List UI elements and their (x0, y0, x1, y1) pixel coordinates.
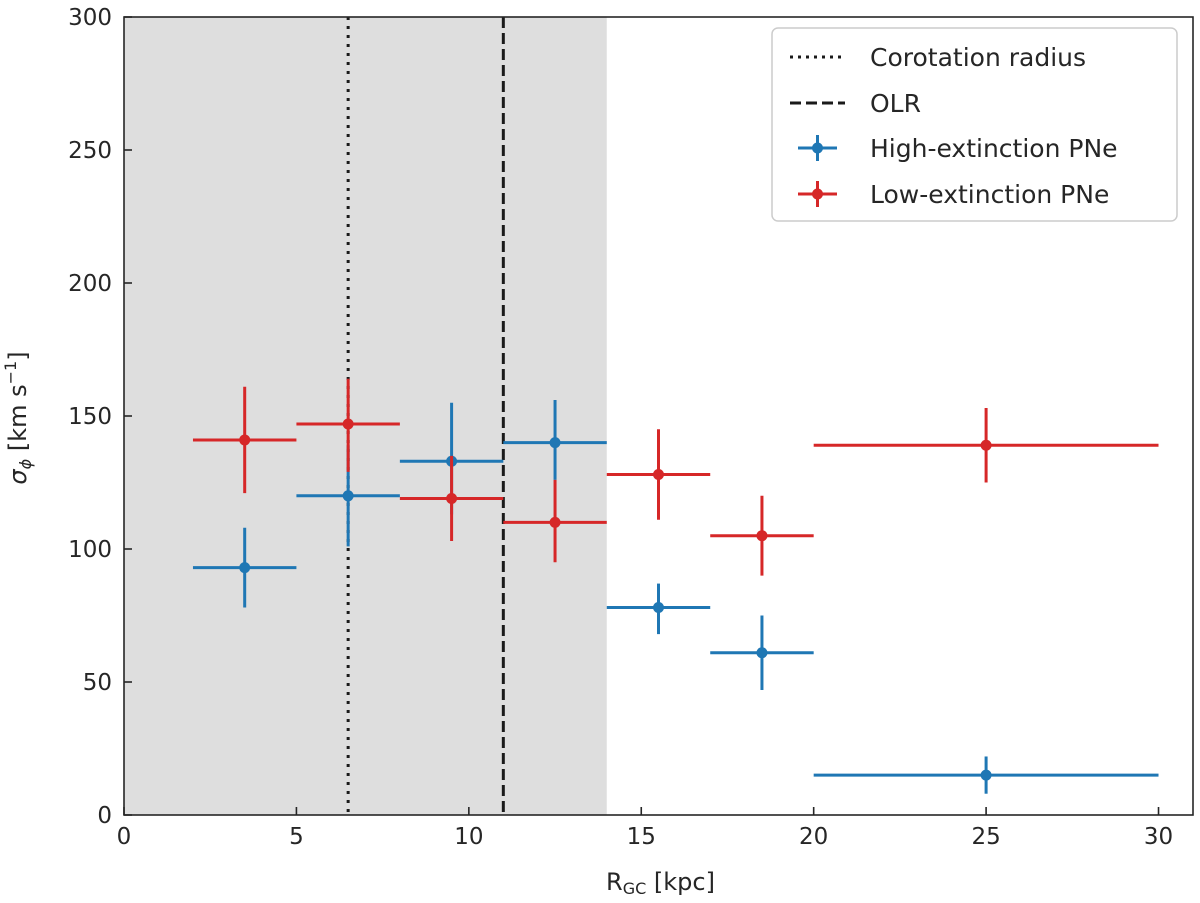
y-tick-label: 250 (68, 138, 112, 164)
legend-label: High-extinction PNe (870, 134, 1118, 163)
point-marker (756, 530, 768, 542)
legend-entry: Corotation radius (790, 43, 1086, 72)
y-tick-label: 150 (68, 404, 112, 430)
x-tick-label: 15 (627, 824, 656, 850)
point-marker (980, 769, 992, 781)
y-axis-label-sub: ϕ (16, 458, 35, 469)
point-marker (653, 469, 664, 481)
y-tick-label: 200 (68, 271, 112, 297)
x-axis-label-sub: GC (623, 879, 647, 898)
legend-marker (812, 142, 823, 154)
shaded-region (124, 17, 607, 815)
data-point (296, 378, 400, 472)
point-marker (342, 418, 354, 430)
data-point (192, 386, 297, 494)
data-point (606, 429, 711, 520)
legend-box (771, 27, 1178, 222)
data-point (710, 495, 814, 576)
legend-label: Corotation radius (870, 43, 1086, 72)
y-axis-label-rest: [km s (4, 384, 32, 458)
data-point (813, 756, 1159, 794)
data-series (192, 378, 1159, 794)
data-point (503, 479, 607, 563)
x-tick-label: 5 (289, 824, 304, 850)
x-tick-label: 30 (1144, 824, 1173, 850)
y-tick-label: 0 (97, 803, 112, 829)
y-axis-label: σϕ [km s−1] (1, 351, 35, 484)
series-low-extinction (192, 378, 1159, 576)
legend-label: OLR (870, 89, 921, 118)
point-marker (756, 647, 768, 659)
point-marker (342, 490, 354, 502)
y-tick-label: 100 (68, 537, 112, 563)
point-marker (446, 492, 458, 504)
x-tick-label: 20 (799, 824, 828, 850)
x-tick-label: 10 (454, 824, 483, 850)
data-point (813, 408, 1159, 483)
legend-marker (812, 188, 823, 200)
legend-entry: High-extinction PNe (798, 134, 1118, 163)
legend-entry: Low-extinction PNe (798, 180, 1109, 209)
y-tick-label: 50 (83, 670, 112, 696)
legend: Corotation radius OLR High-extinction PNe L… (771, 27, 1178, 222)
y-axis-label-end: ] (4, 351, 32, 360)
y-axis-label-sup: −1 (1, 361, 20, 385)
point-marker (549, 437, 561, 449)
x-axis: 0 5 10 15 20 25 30 (117, 807, 1173, 850)
plot-background (124, 17, 607, 815)
series-high-extinction (192, 400, 1159, 794)
x-tick-label: 0 (117, 824, 132, 850)
point-marker (653, 602, 664, 614)
data-point (606, 583, 711, 635)
data-point (710, 615, 814, 690)
point-marker (239, 562, 251, 574)
data-point (192, 527, 297, 608)
point-marker (980, 439, 992, 451)
data-point (503, 400, 607, 480)
y-axis-label-main: σ (4, 469, 32, 485)
legend-entry: OLR (790, 89, 921, 118)
data-point (399, 455, 504, 542)
y-axis: 0 50 100 150 200 250 300 (68, 5, 132, 829)
x-axis-label-main: R (606, 868, 623, 896)
x-axis-label: RGC [kpc] (606, 868, 715, 898)
point-marker (239, 434, 251, 446)
x-axis-label-rest: [kpc] (646, 868, 715, 896)
point-marker (549, 516, 561, 528)
legend-label: Low-extinction PNe (870, 180, 1109, 209)
y-tick-label: 300 (68, 5, 112, 31)
x-tick-label: 25 (971, 824, 1000, 850)
